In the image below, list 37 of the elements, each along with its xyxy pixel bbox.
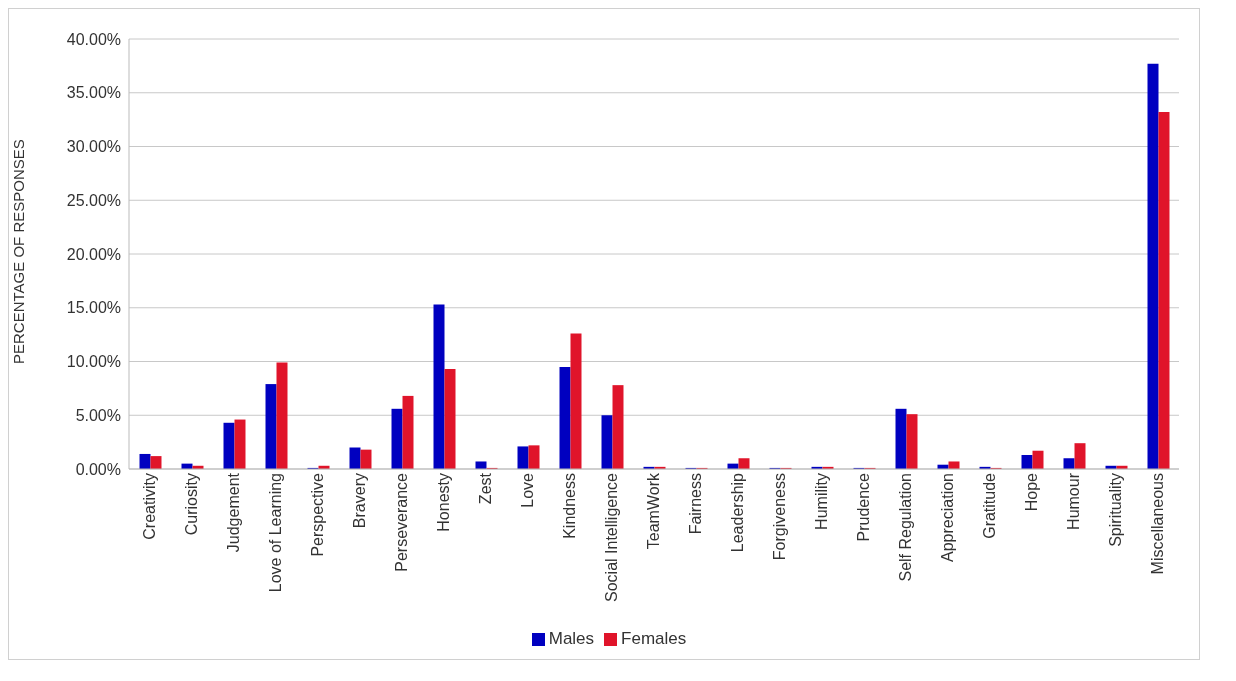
y-tick-label: 25.00%	[66, 191, 121, 209]
x-tick-label: Fairness	[687, 473, 705, 535]
y-tick-label: 30.00%	[66, 138, 121, 156]
x-tick-label: Leadership	[729, 472, 747, 553]
x-tick-label: Curiosity	[183, 473, 201, 536]
y-tick-label: 35.00%	[66, 84, 121, 102]
x-tick-label: Honesty	[435, 473, 453, 532]
x-tick-label: Perspective	[309, 472, 327, 557]
x-tick-label: Humour	[1065, 472, 1083, 530]
x-tick-label: Forgiveness	[771, 473, 789, 561]
x-tick-label: Love	[519, 472, 537, 508]
x-tick-label: Self Regulation	[897, 473, 915, 582]
x-tick-label: Perseverance	[393, 472, 411, 572]
y-tick-label: 15.00%	[66, 299, 121, 317]
x-tick-label: Bravery	[351, 473, 369, 529]
x-tick-label: Social Intelligence	[603, 472, 621, 602]
x-tick-label: Prudence	[855, 472, 873, 542]
x-tick-label: Appreciation	[939, 473, 957, 562]
x-tick-label: Love of Learning	[267, 473, 285, 593]
x-tick-label: Hope	[1023, 472, 1041, 512]
y-axis-title: PERCENTAGE OF RESPONSES	[10, 139, 28, 364]
x-tick-label: Miscellaneous	[1149, 473, 1167, 575]
y-tick-label: 0.00%	[75, 460, 121, 478]
x-tick-label: Spirituality	[1107, 473, 1125, 547]
legend-label: Females	[621, 629, 687, 648]
x-tick-label: Judgement	[225, 472, 243, 553]
x-tick-label: Kindness	[561, 473, 579, 539]
legend-label: Males	[548, 629, 595, 648]
y-tick-label: 20.00%	[66, 245, 121, 263]
y-tick-label: 40.00%	[66, 30, 121, 48]
x-tick-label: TeamWork	[645, 472, 663, 550]
x-tick-label: Zest	[477, 472, 495, 505]
x-tick-label: Gratitude	[981, 472, 999, 539]
y-tick-label: 5.00%	[75, 406, 121, 424]
x-tick-label: Creativity	[141, 473, 159, 540]
x-tick-label: Humility	[813, 473, 831, 530]
y-tick-label: 10.00%	[66, 353, 121, 371]
